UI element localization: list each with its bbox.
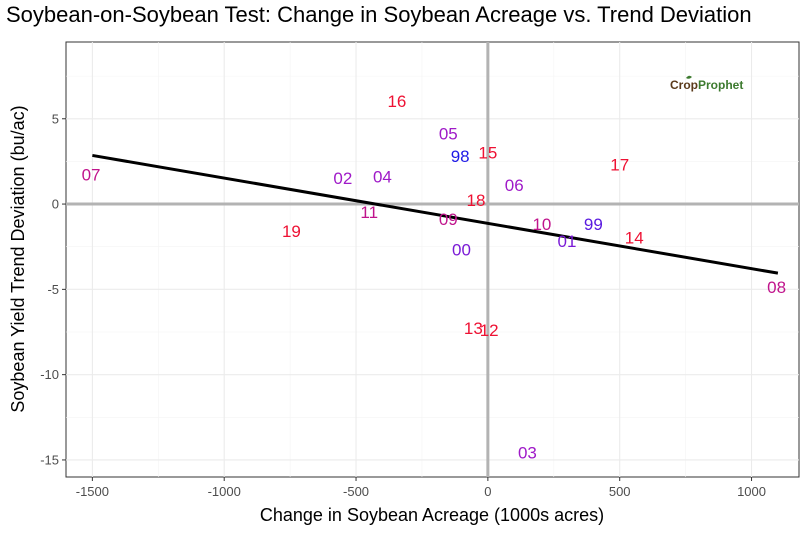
trend-line — [92, 153, 779, 275]
y-tick-label: -5 — [47, 282, 59, 297]
point-label-01: 01 — [558, 232, 577, 251]
y-axis-title: Soybean Yield Trend Deviation (bu/ac) — [8, 105, 28, 412]
x-tick-label: 0 — [484, 484, 491, 499]
point-label-98: 98 — [451, 147, 470, 166]
point-label-07: 07 — [82, 166, 101, 185]
logo-part1: Crop — [670, 78, 698, 92]
point-label-11: 11 — [360, 203, 378, 222]
trend-line-group — [92, 153, 779, 275]
point-label-00: 00 — [452, 241, 471, 260]
point-label-16: 16 — [387, 92, 406, 111]
y-axis-ticks: -15 -10 -5 0 5 — [40, 111, 66, 467]
point-label-05: 05 — [439, 125, 458, 144]
y-tick-label: 0 — [52, 197, 59, 212]
point-labels: 07 19 02 04 11 16 05 98 15 18 09 00 06 10 99 01 14 17 08 13… — [82, 92, 786, 462]
point-label-02: 02 — [333, 169, 352, 188]
point-label-03: 03 — [518, 444, 537, 463]
x-tick-label: -1500 — [76, 484, 109, 499]
reference-lines — [66, 42, 799, 477]
point-label-15: 15 — [478, 143, 497, 162]
y-tick-label: -10 — [40, 367, 59, 382]
point-label-06: 06 — [505, 176, 524, 195]
chart-title: Soybean-on-Soybean Test: Change in Soybe… — [6, 2, 752, 27]
cropprophet-logo: CropProphet — [670, 75, 743, 92]
point-label-09: 09 — [439, 210, 458, 229]
logo-text: CropProphet — [670, 78, 743, 92]
x-tick-label: 500 — [609, 484, 631, 499]
plot-panel — [65, 41, 800, 478]
grid-minor — [66, 42, 799, 477]
point-label-18: 18 — [467, 191, 486, 210]
point-label-99: 99 — [584, 215, 603, 234]
point-label-17: 17 — [610, 155, 629, 174]
point-label-10: 10 — [532, 215, 551, 234]
point-label-12: 12 — [480, 321, 499, 340]
x-tick-label: -1000 — [208, 484, 241, 499]
x-tick-label: -500 — [343, 484, 369, 499]
leaf-icon — [686, 75, 692, 79]
x-axis-ticks: -1500 -1000 -500 0 500 1000 — [76, 477, 766, 499]
point-label-08: 08 — [767, 278, 786, 297]
point-label-14: 14 — [625, 229, 644, 248]
y-tick-label: 5 — [52, 111, 59, 126]
point-label-04: 04 — [373, 167, 392, 186]
x-tick-label: 1000 — [737, 484, 766, 499]
logo-part2: Prophet — [698, 78, 743, 92]
y-tick-label: -15 — [40, 452, 59, 467]
point-label-13: 13 — [464, 319, 483, 338]
point-label-19: 19 — [282, 222, 301, 241]
x-axis-title: Change in Soybean Acreage (1000s acres) — [260, 505, 604, 525]
